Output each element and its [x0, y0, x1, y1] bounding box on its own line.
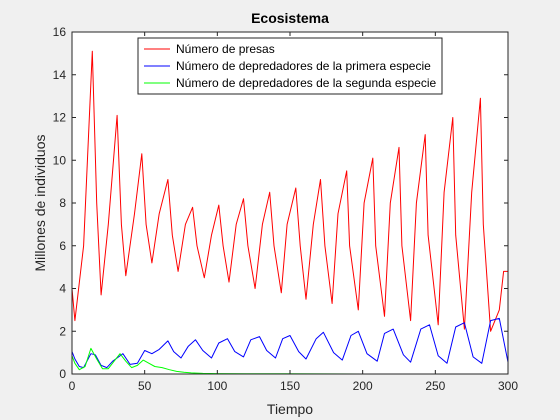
y-tick-label: 0 [59, 367, 66, 381]
x-tick-label: 0 [69, 379, 76, 393]
y-tick-label: 10 [53, 153, 67, 167]
x-tick-label: 200 [353, 379, 373, 393]
y-tick-label: 16 [53, 25, 67, 39]
chart-title: Ecosistema [251, 10, 329, 26]
x-tick-label: 150 [280, 379, 300, 393]
legend-label-depredadores-2: Número de depredadores de la segunda esp… [176, 76, 437, 90]
y-tick-label: 12 [53, 111, 67, 125]
x-tick-label: 50 [138, 379, 152, 393]
y-tick-label: 6 [59, 239, 66, 253]
x-tick-label: 100 [207, 379, 227, 393]
y-tick-label: 4 [59, 282, 66, 296]
y-axis-label: Millones de individuos [32, 135, 48, 272]
x-tick-label: 300 [498, 379, 518, 393]
x-tick-label: 250 [425, 379, 445, 393]
series-line-1 [71, 317, 509, 369]
axes-layer: 0 50 100 150 200 250 300 0 2 4 6 8 10 12 14 16 [53, 25, 519, 393]
series-line-0 [71, 50, 508, 332]
x-axis-label: Tiempo [267, 401, 313, 417]
legend-label-depredadores-1: Número de depredadores de la primera esp… [176, 59, 431, 73]
legend-label-presas: Número de presas [176, 42, 275, 56]
legend-box [137, 37, 443, 95]
y-tick-label: 14 [53, 68, 67, 82]
y-tick-label: 8 [59, 196, 66, 210]
legend: Número de presas Número de depredadores … [137, 37, 443, 95]
y-tick-label: 2 [59, 324, 66, 338]
